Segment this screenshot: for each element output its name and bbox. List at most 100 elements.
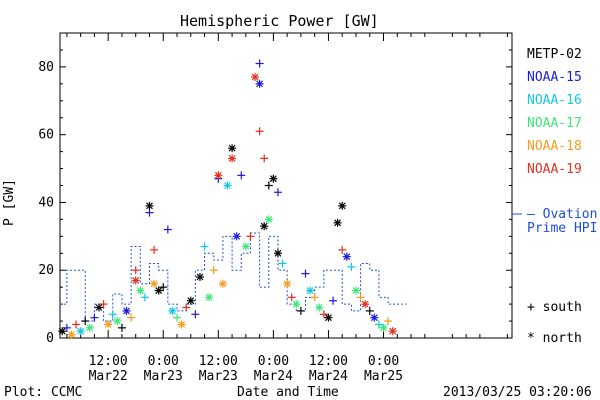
marker-stroke bbox=[228, 144, 236, 152]
north-point-marker bbox=[264, 215, 273, 224]
north-point-marker bbox=[338, 201, 347, 210]
north-point-marker bbox=[273, 249, 282, 258]
marker-stroke bbox=[361, 300, 369, 308]
south-point-marker bbox=[131, 266, 140, 275]
marker-stroke bbox=[233, 232, 241, 240]
marker-stroke bbox=[380, 324, 387, 332]
south-point-marker bbox=[99, 300, 108, 309]
north-point-marker bbox=[333, 218, 342, 227]
y-tick-label: 20 bbox=[38, 263, 54, 278]
north-point-marker bbox=[324, 313, 333, 322]
y-tick-label: 40 bbox=[38, 195, 54, 210]
north-point-marker bbox=[76, 327, 85, 336]
legend-entry: NOAA-17 bbox=[527, 116, 582, 131]
y-tick-label: 80 bbox=[38, 60, 54, 75]
north-point-marker bbox=[223, 181, 232, 190]
north-point-marker bbox=[306, 286, 315, 295]
north-point-marker bbox=[292, 300, 301, 309]
south-point-marker bbox=[264, 181, 273, 190]
north-point-marker bbox=[145, 201, 154, 210]
x-tick-label: 12:00 bbox=[309, 354, 348, 369]
marker-stroke bbox=[123, 307, 130, 315]
south-point-marker bbox=[62, 323, 71, 332]
north-point-marker bbox=[255, 79, 264, 88]
south-point-marker bbox=[255, 127, 264, 136]
plot-frame bbox=[59, 32, 513, 339]
south-point-marker bbox=[287, 293, 296, 302]
x-tick-label: 12:00 bbox=[89, 354, 128, 369]
south-point-marker bbox=[163, 225, 172, 234]
north-point-marker bbox=[85, 323, 94, 332]
north-point-marker bbox=[218, 279, 227, 288]
marker-stroke bbox=[196, 273, 204, 281]
south-point-marker bbox=[296, 306, 305, 315]
north-symbol-legend: * north bbox=[527, 331, 582, 346]
marker-stroke bbox=[242, 243, 250, 250]
ovation-legend-line1: — Ovation bbox=[527, 207, 598, 222]
ovation-legend-line2: Prime HPI bbox=[527, 221, 598, 236]
marker-stroke bbox=[228, 154, 236, 162]
marker-stroke bbox=[251, 73, 259, 81]
legend-entry: METP-02 bbox=[527, 47, 582, 62]
y-tick-label: 0 bbox=[46, 331, 54, 346]
y-axis-label: P [GW] bbox=[1, 179, 17, 226]
north-point-marker bbox=[104, 320, 113, 329]
north-point-marker bbox=[232, 232, 241, 241]
axes: 02040608012:00Mar220:00Mar2312:00Mar230:… bbox=[38, 32, 522, 384]
marker-stroke bbox=[352, 287, 360, 294]
south-point-marker bbox=[237, 171, 246, 180]
south-point-marker bbox=[159, 283, 168, 292]
marker-stroke bbox=[132, 276, 140, 284]
south-point-marker bbox=[273, 188, 282, 197]
marker-stroke bbox=[338, 202, 346, 210]
marker-stroke bbox=[205, 293, 213, 301]
south-point-marker bbox=[90, 313, 99, 322]
marker-stroke bbox=[315, 304, 323, 311]
marker-stroke bbox=[274, 249, 282, 257]
marker-stroke bbox=[58, 327, 66, 335]
marker-stroke bbox=[136, 287, 144, 294]
marker-stroke bbox=[150, 280, 158, 288]
south-point-marker bbox=[278, 259, 287, 268]
marker-stroke bbox=[169, 307, 176, 315]
marker-stroke bbox=[95, 304, 103, 311]
south-point-marker bbox=[365, 306, 374, 315]
marker-stroke bbox=[77, 327, 85, 335]
marker-stroke bbox=[113, 317, 121, 325]
north-point-marker bbox=[361, 300, 370, 309]
south-point-marker bbox=[72, 320, 81, 329]
north-point-marker bbox=[228, 144, 237, 153]
south-point-marker bbox=[182, 303, 191, 312]
marker-stroke bbox=[292, 300, 300, 308]
marker-stroke bbox=[260, 222, 268, 230]
north-point-marker bbox=[228, 154, 237, 163]
south-point-marker bbox=[301, 269, 310, 278]
plot-credit: Plot: CCMC bbox=[4, 385, 83, 400]
x-tick-date: Mar24 bbox=[254, 369, 293, 384]
north-point-marker bbox=[131, 276, 140, 285]
x-tick-date: Mar24 bbox=[309, 369, 348, 384]
north-point-marker bbox=[122, 306, 131, 315]
y-tick-label: 60 bbox=[38, 128, 54, 143]
south-point-marker bbox=[127, 313, 136, 322]
x-tick-date: Mar22 bbox=[89, 369, 128, 384]
north-point-marker bbox=[67, 330, 76, 339]
marker-stroke bbox=[343, 253, 351, 261]
data-points bbox=[58, 59, 397, 339]
south-point-marker bbox=[310, 293, 319, 302]
marker-stroke bbox=[370, 314, 378, 322]
north-point-marker bbox=[379, 323, 388, 332]
south-point-marker bbox=[140, 293, 149, 302]
south-point-marker bbox=[191, 310, 200, 319]
south-point-marker bbox=[200, 242, 209, 251]
south-point-marker bbox=[356, 293, 365, 302]
marker-stroke bbox=[219, 280, 227, 288]
marker-stroke bbox=[224, 182, 231, 189]
south-point-marker bbox=[260, 154, 269, 163]
marker-stroke bbox=[146, 202, 153, 210]
x-axis-label: Date and Time bbox=[237, 385, 339, 400]
south-point-marker bbox=[117, 323, 126, 332]
marker-stroke bbox=[214, 171, 222, 179]
x-tick-label: 12:00 bbox=[199, 354, 238, 369]
